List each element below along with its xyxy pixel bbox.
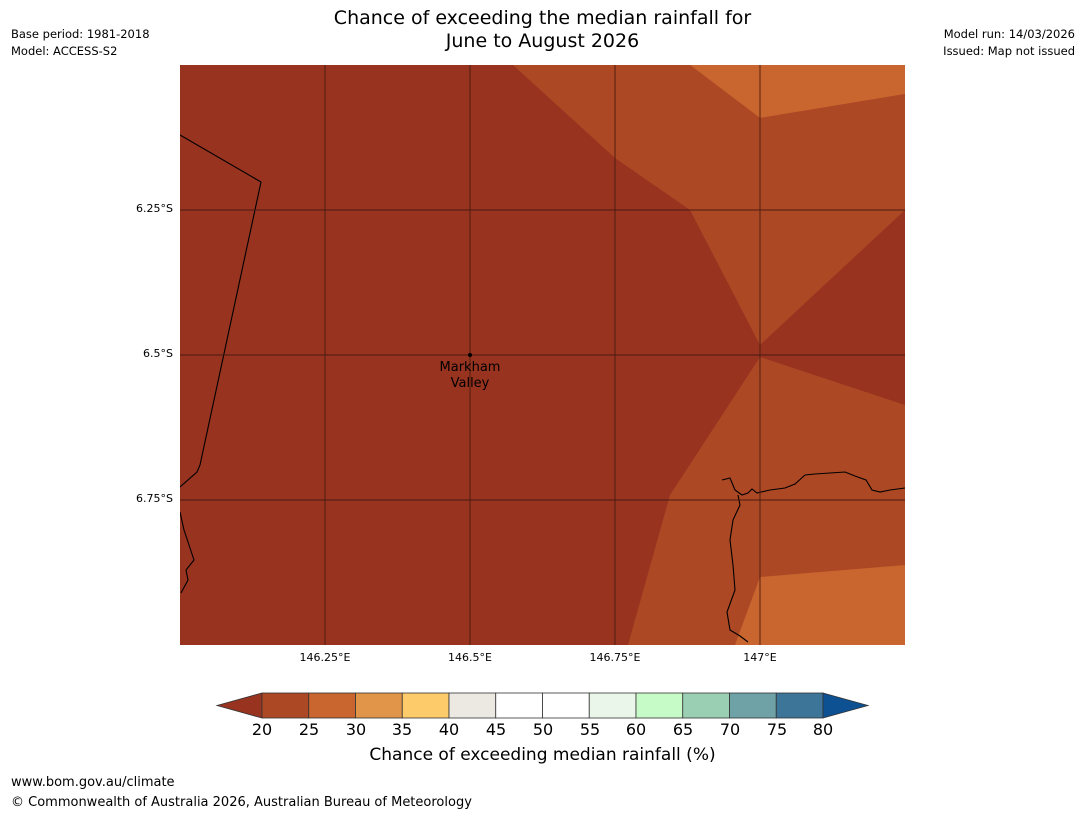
model-info: Base period: 1981-2018 Model: ACCESS-S2 <box>11 26 150 60</box>
coast-east <box>721 471 905 496</box>
colorbar-segment <box>308 692 356 719</box>
graticule <box>180 65 905 645</box>
shading-25-30-northeast <box>690 65 905 118</box>
colorbar-segments <box>261 692 824 719</box>
colorbar-tick: 20 <box>251 720 273 739</box>
footer-url[interactable]: www.bom.gov.au/climate <box>11 775 175 790</box>
run-info: Model run: 14/03/2026 Issued: Map not is… <box>943 26 1075 60</box>
colorbar-segment <box>495 692 543 719</box>
footer-copyright: © Commonwealth of Australia 2026, Austra… <box>11 795 472 810</box>
model-run: Model run: 14/03/2026 <box>943 27 1075 41</box>
colorbar-segment <box>682 692 730 719</box>
lon-label-147: 147°E <box>743 651 777 664</box>
title-line-2: June to August 2026 <box>445 30 640 52</box>
shading-25-30-southeast <box>735 565 905 645</box>
place-marker <box>468 353 472 357</box>
colorbar-tick: 80 <box>812 720 834 739</box>
colorbar-segment <box>775 692 824 719</box>
title-line-1: Chance of exceeding the median rainfall … <box>333 7 752 29</box>
issued-status: Issued: Map not issued <box>943 44 1075 58</box>
model-name: Model: ACCESS-S2 <box>11 44 118 58</box>
colorbar-tick: 55 <box>579 720 601 739</box>
colorbar-segment <box>401 692 450 719</box>
colorbar-over-arrow <box>822 692 870 719</box>
map-title: Chance of exceeding the median rainfall … <box>0 7 1085 53</box>
colorbar-tick: 60 <box>625 720 647 739</box>
lon-label-146-25: 146.25°E <box>299 651 351 664</box>
colorbar-segment <box>635 692 684 719</box>
colorbar-tick: 70 <box>719 720 741 739</box>
shading-20-25-north <box>513 65 905 345</box>
coast-bay <box>726 494 749 643</box>
colorbar <box>215 692 870 719</box>
colorbar-tick: 25 <box>298 720 320 739</box>
colorbar-segment <box>261 692 310 719</box>
colorbar-segment <box>542 692 590 719</box>
colorbar-tick: 30 <box>345 720 367 739</box>
colorbar-segment <box>355 692 403 719</box>
colorbar-segment <box>729 692 777 719</box>
colorbar-tick: 45 <box>485 720 507 739</box>
colorbar-under-arrow <box>215 692 263 719</box>
lon-label-146-75: 146.75°E <box>589 651 641 664</box>
border-line <box>180 134 262 488</box>
colorbar-label: Chance of exceeding median rainfall (%) <box>369 745 716 765</box>
lat-label-6-25: 6.25°S <box>136 202 173 215</box>
coastline <box>180 134 905 643</box>
lat-label-6-5: 6.5°S <box>143 347 173 360</box>
lat-label-6-75: 6.75°S <box>136 492 173 505</box>
place-name-line-2: Valley <box>450 376 490 391</box>
colorbar-tick: 50 <box>532 720 554 739</box>
place-label: Markham Valley <box>425 360 515 392</box>
colorbar-segment <box>448 692 497 719</box>
colorbar-tick: 75 <box>766 720 788 739</box>
lon-label-146-5: 146.5°E <box>448 651 492 664</box>
coast-west <box>180 511 195 594</box>
base-period: Base period: 1981-2018 <box>11 27 150 41</box>
colorbar-tick: 35 <box>391 720 413 739</box>
colorbar-tick: 65 <box>672 720 694 739</box>
colorbar-tick: 40 <box>438 720 460 739</box>
place-name-line-1: Markham <box>439 360 501 375</box>
colorbar-segment <box>588 692 637 719</box>
